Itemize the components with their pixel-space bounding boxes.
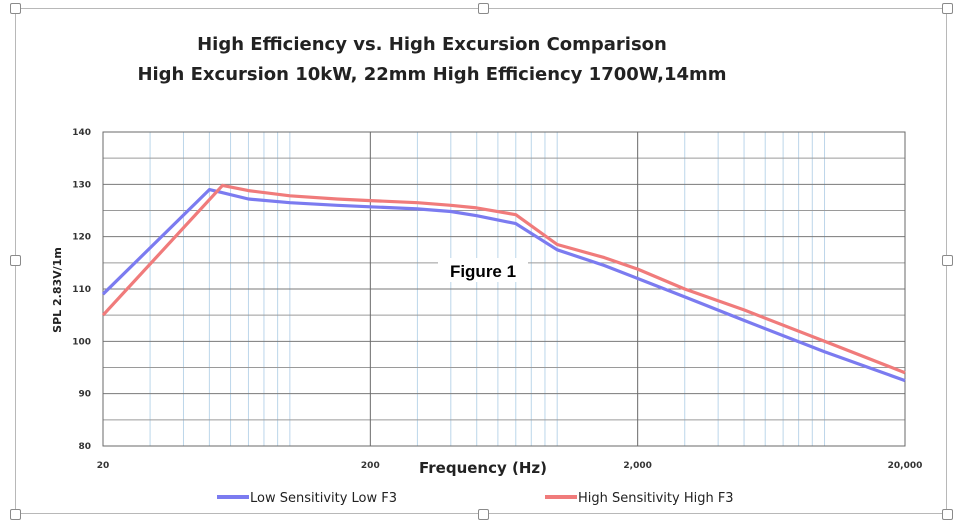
resize-handle-top-right[interactable]	[942, 3, 953, 14]
y-axis-label: SPL 2.83V/1m	[51, 247, 64, 333]
plot-border	[102, 131, 906, 447]
chart-subtitle: High Excursion 10kW, 22mm High Efficienc…	[137, 64, 726, 85]
y-tick-label: 130	[72, 180, 91, 190]
y-tick-label: 110	[72, 285, 91, 295]
y-tick-label: 90	[78, 390, 91, 400]
legend-label-1: Low Sensitivity Low F3	[250, 491, 397, 506]
annotation-box	[438, 258, 528, 282]
x-tick-label: 2,000	[623, 461, 651, 471]
y-tick-label: 120	[72, 233, 91, 243]
series-line-1	[101, 188, 906, 383]
resize-handle-bottom-right[interactable]	[942, 509, 953, 520]
x-tick-label: 20,000	[888, 461, 923, 471]
resize-handle-middle-right[interactable]	[942, 255, 953, 266]
resize-handle-bottom-left[interactable]	[10, 509, 21, 520]
resize-handle-top-left[interactable]	[10, 3, 21, 14]
y-tick-label: 140	[72, 128, 91, 138]
resize-handle-middle-left[interactable]	[10, 255, 21, 266]
x-tick-label: 20	[97, 461, 110, 471]
resize-handle-top-center[interactable]	[478, 3, 489, 14]
y-tick-label: 100	[72, 337, 91, 347]
chart-title: High Efficiency vs. High Excursion Compa…	[197, 34, 667, 55]
resize-handle-bottom-center[interactable]	[478, 509, 489, 520]
x-tick-label: 200	[361, 461, 380, 471]
legend-label-2: High Sensitivity High F3	[578, 491, 734, 506]
x-axis-label: Frequency (Hz)	[419, 459, 547, 477]
series-line-2	[101, 183, 906, 375]
y-tick-label: 80	[78, 442, 91, 452]
annotation-text: Figure 1	[450, 262, 516, 281]
